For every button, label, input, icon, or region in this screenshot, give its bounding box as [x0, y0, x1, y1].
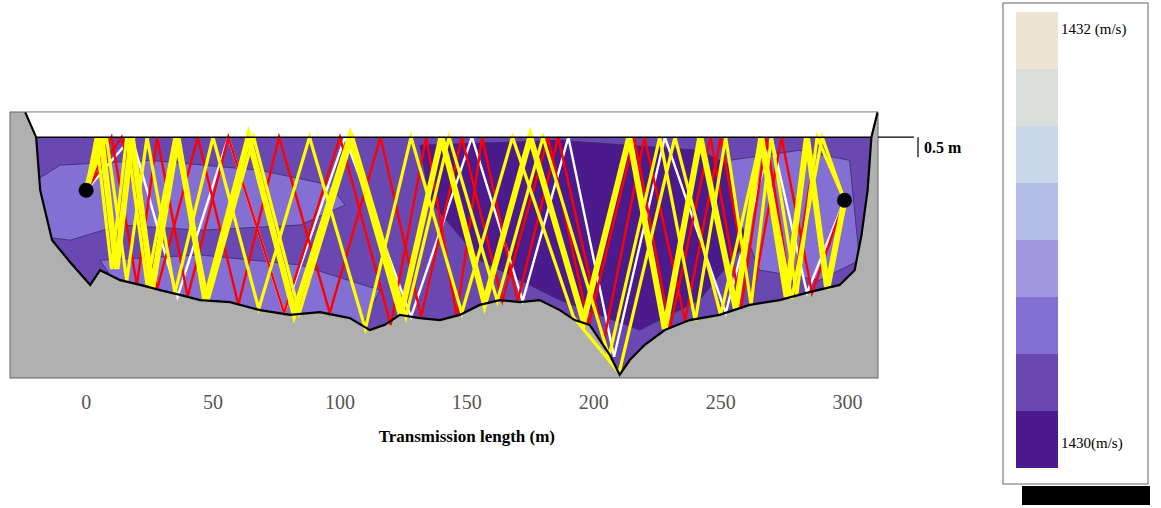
x-tick-label: 150: [452, 391, 482, 413]
scale-bar-label: 0.5 m: [924, 139, 962, 156]
bathymetry: [25, 112, 877, 374]
colorbar-bin: [1016, 297, 1058, 354]
x-tick-label: 100: [325, 391, 355, 413]
colorbar-bin: [1016, 354, 1058, 411]
sound-speed-region: [10, 137, 878, 378]
water-surface: [10, 136, 878, 138]
scale-bar-top: [878, 137, 914, 138]
sound-speed-region: [100, 255, 380, 330]
x-axis-title: Transmission length (m): [379, 427, 555, 446]
colorbar-bin: [1016, 126, 1058, 183]
colorbar-bin: [1016, 411, 1058, 468]
x-tick-label: 250: [706, 391, 736, 413]
station: [837, 193, 852, 208]
x-tick-label: 0: [81, 391, 91, 413]
x-tick-label: 200: [579, 391, 609, 413]
ray: [86, 137, 844, 357]
scale-bar: [917, 137, 918, 157]
station: [79, 183, 94, 198]
x-tick-label: 50: [203, 391, 223, 413]
ray: [86, 137, 844, 373]
rays: [86, 137, 844, 373]
colorbar-label: 1430(m/s): [1061, 435, 1123, 452]
water: [10, 137, 878, 378]
colorbar-bin: [1016, 183, 1058, 240]
water-clip: [10, 137, 878, 378]
colorbar-label: 1432 (m/s): [1061, 21, 1126, 38]
ray: [86, 137, 844, 357]
x-tick-label: 300: [833, 391, 863, 413]
colorbar-bin: [1016, 69, 1058, 126]
chart: 0 50 100 150 200 250 300 Transmission length (m…: [0, 0, 1161, 508]
colorbar-box: [1003, 3, 1148, 484]
plot-area: [10, 112, 878, 378]
colorbar-footer: [1022, 486, 1150, 505]
ground: [10, 112, 878, 378]
colorbar-bin: [1016, 12, 1058, 69]
colorbar-bin: [1016, 240, 1058, 297]
